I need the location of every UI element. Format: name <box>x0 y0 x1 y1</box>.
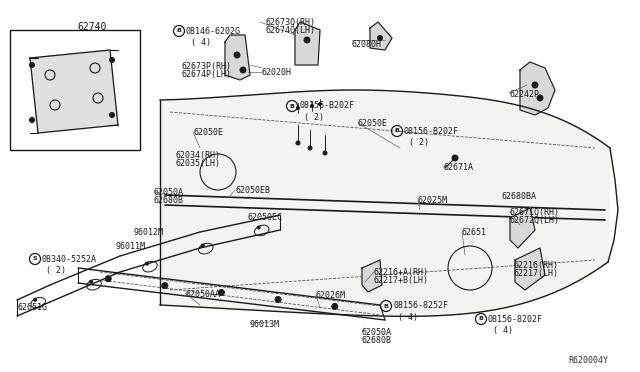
Text: 08156-8252F: 08156-8252F <box>393 301 448 311</box>
Polygon shape <box>362 260 382 292</box>
Circle shape <box>296 106 300 109</box>
Text: 62216+A(RH): 62216+A(RH) <box>374 268 429 277</box>
Text: 62034(RH): 62034(RH) <box>175 151 220 160</box>
Circle shape <box>452 155 458 161</box>
Text: 62217(LH): 62217(LH) <box>513 269 558 278</box>
Text: 62216(RH): 62216(RH) <box>513 261 558 270</box>
Circle shape <box>34 298 36 301</box>
Polygon shape <box>225 35 250 80</box>
Circle shape <box>378 35 383 41</box>
Circle shape <box>105 276 111 282</box>
Polygon shape <box>520 62 555 115</box>
Text: 62740: 62740 <box>77 22 106 32</box>
Text: B: B <box>395 128 399 134</box>
Text: 62651G: 62651G <box>17 303 47 312</box>
Circle shape <box>90 280 93 283</box>
Circle shape <box>29 118 35 122</box>
Text: 62050EC: 62050EC <box>248 213 283 222</box>
Polygon shape <box>510 208 535 248</box>
Text: 62050A: 62050A <box>362 328 392 337</box>
Text: 62050E: 62050E <box>358 119 388 128</box>
Text: ( 2): ( 2) <box>409 138 429 147</box>
Text: 62050E: 62050E <box>193 128 223 137</box>
Bar <box>10 30 140 150</box>
Text: 08156-B202F: 08156-B202F <box>299 102 354 110</box>
Circle shape <box>304 37 310 43</box>
Circle shape <box>537 95 543 101</box>
Text: 08156-B202F: 08156-B202F <box>404 126 459 135</box>
Circle shape <box>275 296 281 302</box>
Text: B: B <box>177 29 181 33</box>
Text: 08156-8202F: 08156-8202F <box>488 314 543 324</box>
Text: 62673P(RH): 62673P(RH) <box>182 62 232 71</box>
Text: 62020H: 62020H <box>262 68 292 77</box>
Text: 62050A: 62050A <box>154 188 184 197</box>
Text: B: B <box>289 103 294 109</box>
Text: ( 2): ( 2) <box>46 266 66 275</box>
Text: 62671Q(RH): 62671Q(RH) <box>510 208 560 217</box>
Text: 62035(LH): 62035(LH) <box>175 159 220 168</box>
Text: 62680BA: 62680BA <box>502 192 537 201</box>
Text: 62674Q(LH): 62674Q(LH) <box>265 26 315 35</box>
Text: 62671A: 62671A <box>443 163 473 172</box>
Text: 62242P: 62242P <box>509 90 539 99</box>
Text: B: B <box>383 304 388 308</box>
Circle shape <box>202 244 204 247</box>
Circle shape <box>218 289 225 296</box>
Circle shape <box>109 112 115 118</box>
Text: 08340-5252A: 08340-5252A <box>42 254 97 263</box>
Circle shape <box>109 58 115 62</box>
Polygon shape <box>515 248 545 290</box>
Circle shape <box>323 151 327 155</box>
Text: ( 4): ( 4) <box>493 326 513 335</box>
Circle shape <box>234 52 240 58</box>
Text: 62672Q(LH): 62672Q(LH) <box>510 216 560 225</box>
Circle shape <box>145 262 148 265</box>
Circle shape <box>332 304 338 310</box>
Circle shape <box>296 141 300 145</box>
Text: 62673Q(RH): 62673Q(RH) <box>265 18 315 27</box>
Text: ( 4): ( 4) <box>398 313 418 322</box>
Circle shape <box>257 226 260 229</box>
Polygon shape <box>370 22 392 50</box>
Text: 62680B: 62680B <box>362 336 392 345</box>
Text: R620004Y: R620004Y <box>568 356 608 365</box>
Text: ( 4): ( 4) <box>191 38 211 47</box>
Polygon shape <box>295 22 320 65</box>
Text: 62050AA: 62050AA <box>185 290 220 299</box>
Circle shape <box>310 105 314 108</box>
Text: 62680B: 62680B <box>154 196 184 205</box>
Text: 62674P(LH): 62674P(LH) <box>182 70 232 79</box>
Circle shape <box>308 146 312 150</box>
Text: ( 2): ( 2) <box>304 113 324 122</box>
Circle shape <box>319 103 321 106</box>
Text: 96013M: 96013M <box>250 320 280 329</box>
Text: B: B <box>479 317 483 321</box>
Text: 96012M: 96012M <box>133 228 163 237</box>
Text: 62050EB: 62050EB <box>235 186 270 195</box>
Circle shape <box>532 82 538 88</box>
Polygon shape <box>30 50 118 133</box>
Polygon shape <box>160 90 610 316</box>
Text: 62080H: 62080H <box>352 40 382 49</box>
Circle shape <box>29 62 35 67</box>
Text: 62651: 62651 <box>462 228 487 237</box>
Text: 62025M: 62025M <box>418 196 448 205</box>
Text: 96011M: 96011M <box>116 242 146 251</box>
Text: S: S <box>33 257 37 262</box>
Text: 08146-6202G: 08146-6202G <box>186 26 241 35</box>
Text: 62026M: 62026M <box>316 291 346 300</box>
Circle shape <box>240 67 246 73</box>
Text: 62217+B(LH): 62217+B(LH) <box>374 276 429 285</box>
Circle shape <box>162 283 168 289</box>
